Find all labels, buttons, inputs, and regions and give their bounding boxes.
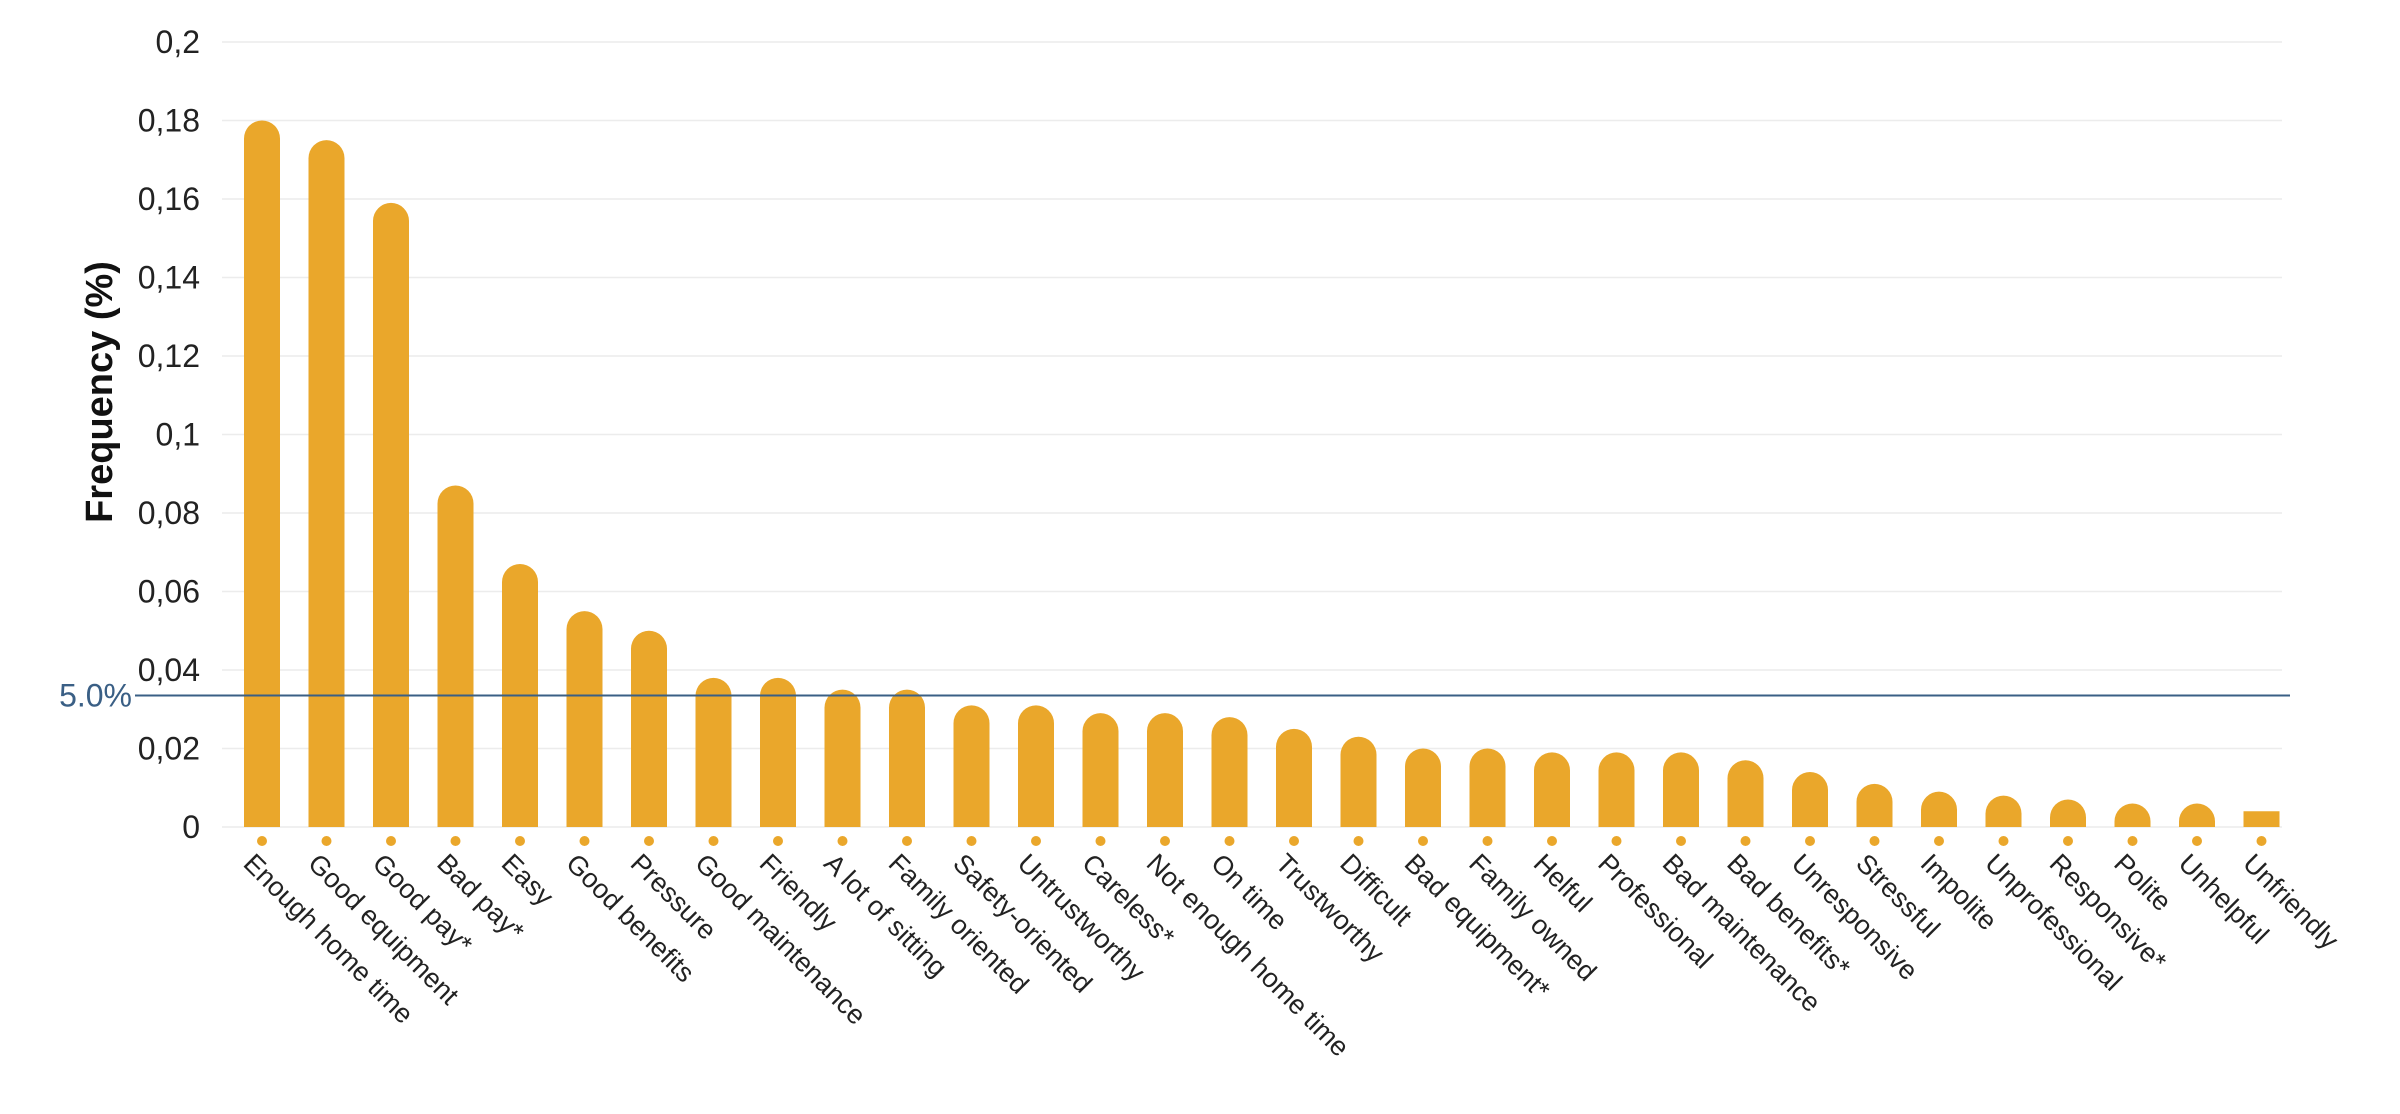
category-dot [1482, 836, 1493, 846]
category-dot [966, 836, 977, 846]
y-tick-label: 0,06 [138, 574, 200, 610]
bar [824, 689, 861, 827]
y-tick-label: 0 [182, 809, 200, 845]
bar [695, 677, 732, 827]
category-dot [1418, 836, 1428, 846]
bar [1018, 705, 1054, 827]
category-dot [708, 836, 719, 846]
category-dot [902, 836, 912, 846]
bar [1921, 791, 1957, 827]
bar [2114, 803, 2151, 827]
category-dot [1289, 836, 1299, 846]
category-dots [257, 836, 2267, 846]
category-dot [1547, 836, 1557, 846]
bar [760, 677, 796, 827]
bar [244, 120, 280, 827]
bar [1340, 736, 1377, 827]
category-dot [1998, 836, 2009, 846]
y-tick-label: 0,04 [138, 652, 200, 688]
category-dot [644, 836, 654, 846]
bar [1405, 748, 1441, 827]
category-dot [1031, 836, 1041, 846]
bar [1534, 752, 1570, 827]
category-dot [2192, 836, 2202, 846]
category-dot [450, 836, 461, 846]
y-tick-label: 0,1 [156, 417, 200, 453]
y-tick-label: 0,14 [138, 260, 200, 296]
y-axis-label: Frequency (%) [79, 261, 121, 523]
reference-line-label: 5.0% [59, 678, 132, 714]
category-dot [1934, 836, 1944, 846]
bar [2179, 803, 2215, 827]
category-dot [1740, 836, 1751, 846]
bar [1663, 752, 1699, 827]
bar [373, 202, 410, 828]
bar [1469, 748, 1506, 827]
category-dot [837, 836, 848, 846]
category-dot [1095, 836, 1106, 846]
y-tick-label: 0,12 [138, 338, 200, 374]
bar [1856, 783, 1893, 827]
y-tick-label: 0,2 [156, 24, 200, 60]
bar [1082, 713, 1119, 827]
bar [1211, 717, 1248, 827]
bar [1727, 760, 1764, 827]
category-dot [1611, 836, 1622, 846]
bar [437, 485, 474, 827]
bar [889, 689, 925, 827]
category-dot [1353, 836, 1364, 846]
y-tick-label: 0,02 [138, 731, 200, 767]
gridlines [222, 41, 2282, 828]
bar [1985, 795, 2022, 827]
category-dot [2256, 836, 2267, 846]
category-dot [1805, 836, 1815, 846]
category-dot [2127, 836, 2138, 846]
bar [1792, 772, 1828, 827]
bar [2050, 799, 2086, 827]
bar [1147, 713, 1183, 827]
bar [2243, 811, 2280, 827]
category-dot [1160, 836, 1170, 846]
bar [631, 630, 667, 827]
category-dot [321, 836, 332, 846]
category-dot [773, 836, 783, 846]
y-tick-label: 0,18 [138, 103, 200, 139]
y-axis-ticks: 0 0,02 0,04 0,06 0,08 0,1 0,12 0,14 0,16 0,18 0,2 [138, 24, 200, 845]
y-tick-label: 0,08 [138, 495, 200, 531]
bar [953, 705, 990, 827]
category-dot [1869, 836, 1880, 846]
bar [1276, 728, 1312, 827]
y-tick-label: 0,16 [138, 181, 200, 217]
category-dot [1224, 836, 1235, 846]
category-dot [515, 836, 525, 846]
bars [244, 120, 2280, 828]
category-dot [386, 836, 396, 846]
category-dot [579, 836, 590, 846]
category-dot [257, 836, 267, 846]
bar [566, 611, 603, 827]
category-dot [1676, 836, 1686, 846]
category-dot [2063, 836, 2073, 846]
bar [1598, 752, 1635, 827]
bar [308, 140, 345, 827]
